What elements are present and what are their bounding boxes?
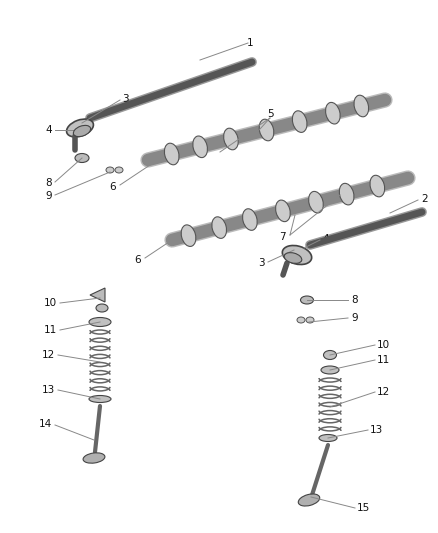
Ellipse shape	[181, 225, 195, 246]
Text: 7: 7	[279, 232, 285, 242]
Text: 6: 6	[134, 255, 141, 265]
Ellipse shape	[164, 143, 179, 165]
Ellipse shape	[89, 395, 111, 402]
Text: 6: 6	[109, 182, 116, 192]
Ellipse shape	[212, 217, 226, 238]
Ellipse shape	[297, 317, 304, 323]
Ellipse shape	[67, 119, 93, 137]
Ellipse shape	[83, 453, 105, 463]
Ellipse shape	[89, 318, 111, 327]
Ellipse shape	[96, 304, 108, 312]
Ellipse shape	[323, 351, 336, 359]
Ellipse shape	[300, 296, 313, 304]
Ellipse shape	[297, 494, 319, 506]
Text: 11: 11	[376, 355, 389, 365]
Ellipse shape	[320, 366, 338, 374]
Text: 3: 3	[122, 94, 128, 104]
Ellipse shape	[292, 111, 306, 132]
Text: 15: 15	[356, 503, 369, 513]
Text: 10: 10	[44, 298, 57, 308]
Ellipse shape	[258, 119, 273, 141]
Text: 4: 4	[321, 234, 328, 244]
Text: 1: 1	[246, 38, 253, 48]
Ellipse shape	[308, 191, 322, 213]
Ellipse shape	[192, 136, 207, 158]
Ellipse shape	[283, 253, 301, 263]
Ellipse shape	[242, 209, 257, 230]
Text: 13: 13	[369, 425, 382, 435]
Ellipse shape	[115, 167, 123, 173]
Text: 5: 5	[266, 109, 273, 119]
Ellipse shape	[223, 128, 238, 150]
Text: 8: 8	[350, 295, 357, 305]
Text: 13: 13	[42, 385, 55, 395]
Text: 4: 4	[45, 125, 52, 135]
Polygon shape	[90, 288, 105, 302]
Text: 12: 12	[376, 387, 389, 397]
Ellipse shape	[325, 102, 339, 124]
Text: 9: 9	[45, 191, 52, 201]
Ellipse shape	[318, 434, 336, 441]
Text: 14: 14	[39, 419, 52, 429]
Ellipse shape	[353, 95, 368, 117]
Ellipse shape	[282, 246, 311, 264]
Text: 9: 9	[350, 313, 357, 323]
Ellipse shape	[275, 200, 290, 222]
Text: 8: 8	[45, 178, 52, 188]
Text: 11: 11	[44, 325, 57, 335]
Ellipse shape	[305, 317, 313, 323]
Ellipse shape	[339, 183, 353, 205]
Ellipse shape	[73, 125, 90, 136]
Ellipse shape	[106, 167, 114, 173]
Ellipse shape	[75, 154, 89, 163]
Text: 10: 10	[376, 340, 389, 350]
Text: 12: 12	[42, 350, 55, 360]
Text: 2: 2	[420, 194, 427, 204]
Ellipse shape	[369, 175, 384, 197]
Text: 3: 3	[258, 258, 265, 268]
